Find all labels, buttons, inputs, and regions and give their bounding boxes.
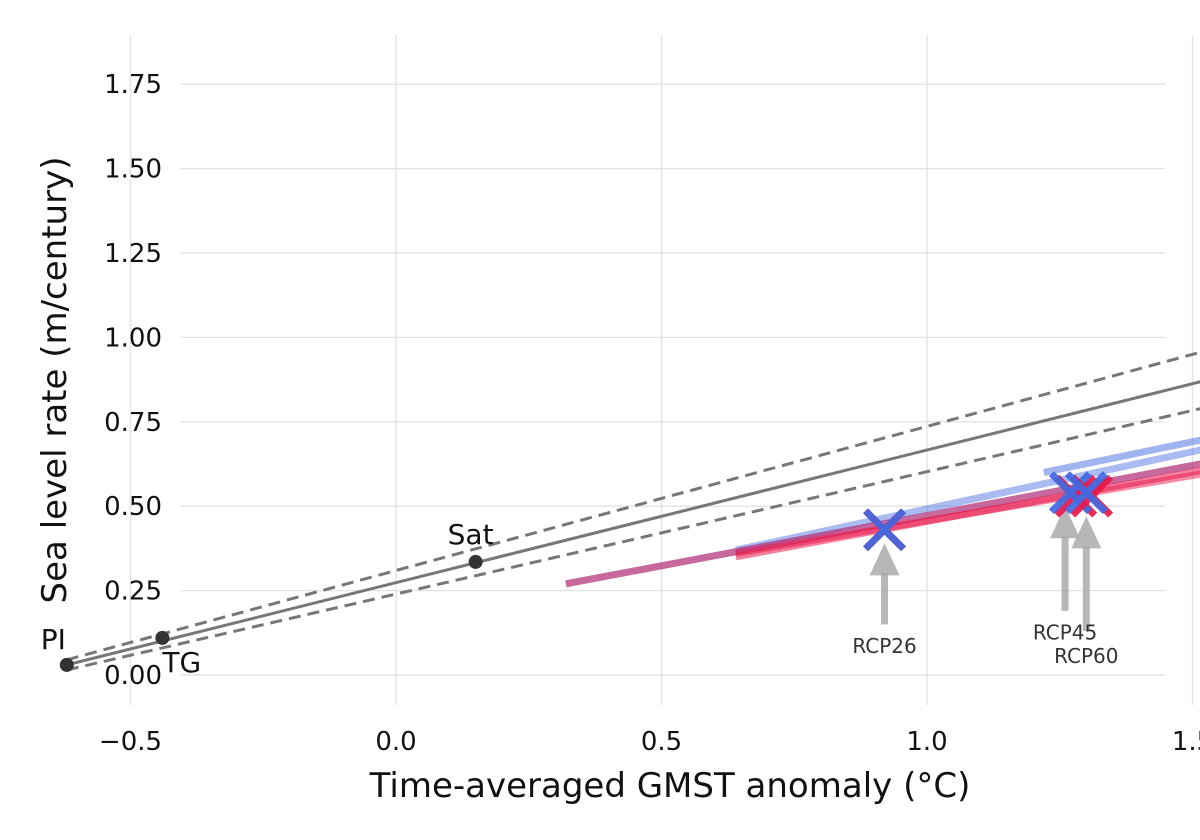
y-tick-label: 1.00 bbox=[104, 323, 162, 353]
scenario-label-rcp26: RCP26 bbox=[852, 634, 916, 658]
fit-lines bbox=[66, 350, 1200, 672]
y-axis-label: Sea level rate (m/century) bbox=[35, 157, 75, 604]
obs-label-sat: Sat bbox=[448, 518, 494, 551]
ar5-scenario-line bbox=[565, 460, 1200, 588]
scenario-markers bbox=[863, 471, 1114, 552]
y-tick-label: 1.25 bbox=[104, 239, 162, 269]
obs-label-pi: PI bbox=[41, 623, 66, 656]
observation-points bbox=[59, 554, 483, 672]
obs-point-sat bbox=[468, 554, 483, 569]
y-tick-label: 0.00 bbox=[104, 661, 162, 691]
obs-point-tg bbox=[155, 630, 170, 645]
x-tick-label: 1.0 bbox=[906, 727, 947, 757]
x-tick-label: 1.5 bbox=[1172, 727, 1200, 757]
y-tick-label: 0.75 bbox=[104, 408, 162, 438]
y-tick-labels: 0.00 0.25 0.50 0.75 1.00 1.25 1.50 1.75 bbox=[104, 70, 162, 691]
y-tick-label: 1.75 bbox=[104, 70, 162, 100]
y-tick-label: 1.50 bbox=[104, 155, 162, 185]
srocc-marker-rcp26 bbox=[863, 508, 906, 552]
x-tick-label: 0.5 bbox=[641, 727, 682, 757]
obs-label-tg: TG bbox=[161, 646, 201, 679]
y-tick-label: 0.50 bbox=[104, 492, 162, 522]
srocc-marker-rcp26-stroke-b bbox=[863, 508, 906, 552]
srocc-marker-rcp60-stroke-b bbox=[1064, 471, 1108, 515]
obs-point-pi bbox=[59, 657, 74, 672]
ar5-line bbox=[735, 467, 1200, 561]
y-tick-label: 0.25 bbox=[104, 577, 162, 607]
x-tick-label: 0.0 bbox=[375, 727, 416, 757]
scenario-label-rcp45: RCP45 bbox=[1033, 621, 1097, 645]
arrow-head-rcp26 bbox=[869, 543, 900, 576]
arrow-head-rcp45 bbox=[1050, 506, 1081, 539]
srocc-marker-rcp45-stroke-b bbox=[1048, 471, 1092, 515]
fit-line-upper bbox=[66, 350, 1200, 662]
fit-line-lower bbox=[66, 407, 1200, 672]
annotation-labels: PITGSatRCP26RCP45RCP60A1BRCP85SROCCAR5 bbox=[41, 518, 1119, 679]
arrow-head-rcp60 bbox=[1071, 516, 1102, 549]
grid bbox=[129, 35, 1194, 705]
x-tick-label: −0.5 bbox=[99, 727, 162, 757]
x-axis-label: Time-averaged GMST anomaly (°C) bbox=[369, 766, 971, 806]
scenario-arrows bbox=[869, 506, 1102, 632]
scenario-label-rcp60: RCP60 bbox=[1054, 644, 1118, 668]
x-tick-labels: −0.50.00.51.01.52.02.5 bbox=[99, 727, 1200, 757]
srocc-marker-rcp60 bbox=[1064, 471, 1108, 515]
fit-line-central bbox=[66, 380, 1200, 667]
srocc-line bbox=[1043, 436, 1200, 476]
